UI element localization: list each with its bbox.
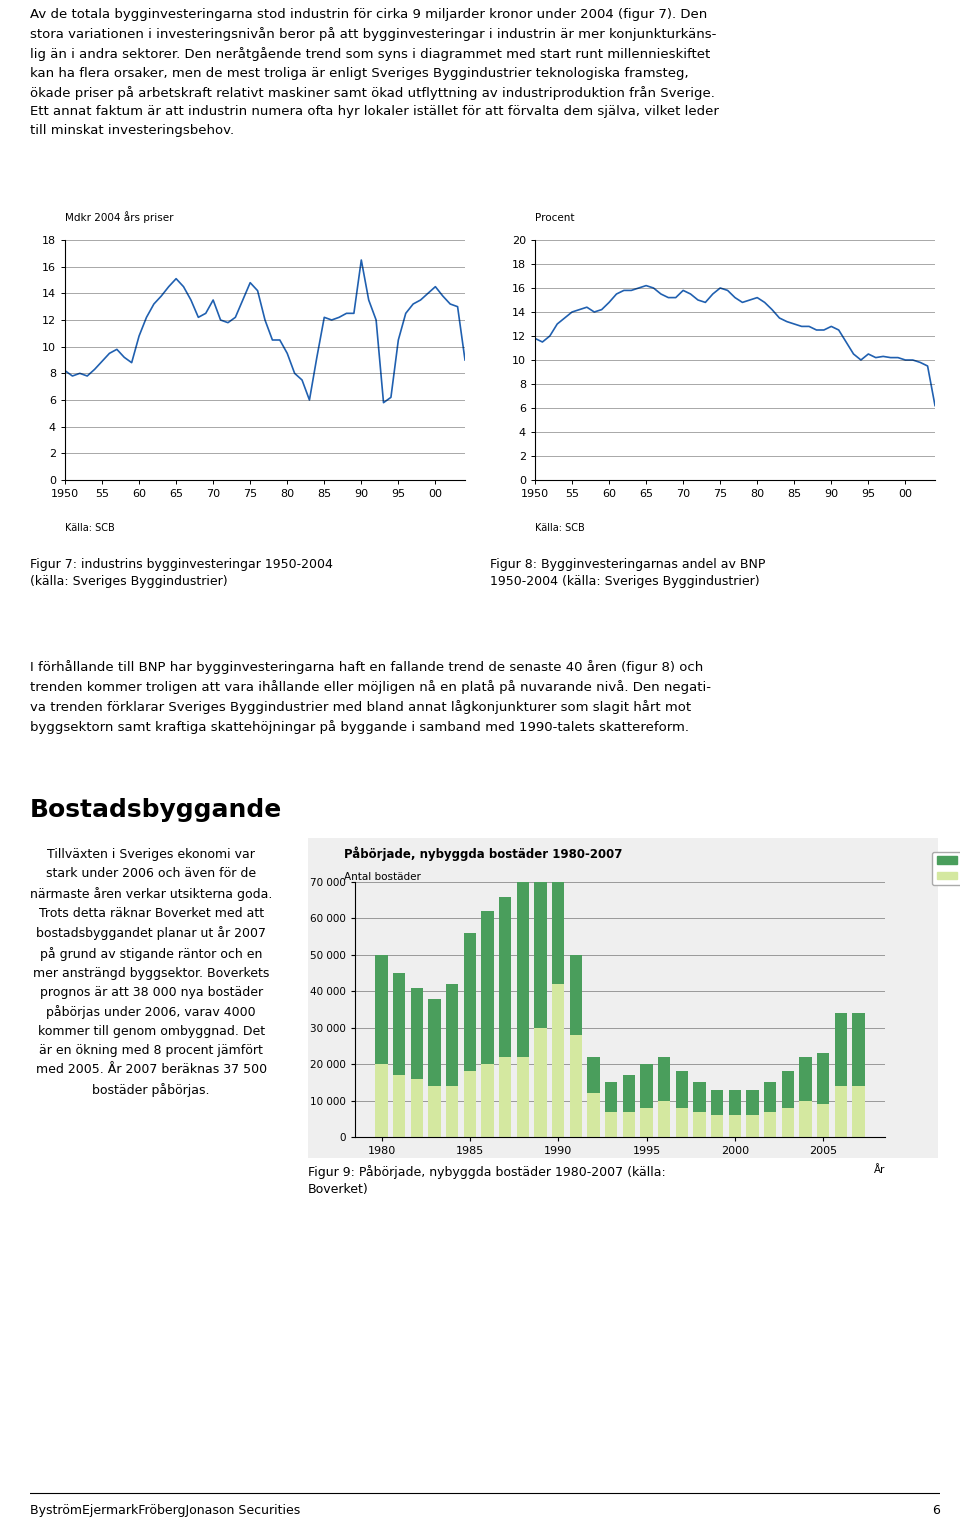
Bar (516, 1057, 529, 1138)
Text: Källa: SCB: Källa: SCB (535, 523, 585, 534)
Text: Källa: SCB: Källa: SCB (65, 523, 115, 534)
Bar (535, 827, 546, 1027)
Bar (640, 1064, 653, 1109)
Bar (428, 1086, 441, 1138)
Bar (375, 1064, 388, 1138)
Bar (569, 954, 582, 1035)
Text: Figur 7: industrins bygginvesteringar 1950-2004
(källa: Sveriges Byggindustrier): Figur 7: industrins bygginvesteringar 19… (30, 558, 333, 589)
Legend: Småhus, Flerbostadshus: Småhus, Flerbostadshus (932, 852, 960, 885)
Bar (746, 1115, 758, 1138)
Bar (499, 1057, 512, 1138)
Bar (588, 1093, 600, 1138)
Text: Figur 9: Påbörjade, nybyggda bostäder 1980-2007 (källa:
Boverket): Figur 9: Påbörjade, nybyggda bostäder 19… (308, 1165, 665, 1197)
Bar (764, 1083, 777, 1112)
Text: Tillväxten i Sveriges ekonomi var
stark under 2006 och även för de
närmaste åren: Tillväxten i Sveriges ekonomi var stark … (30, 849, 273, 1096)
Bar (411, 1079, 423, 1138)
Bar (746, 1090, 758, 1115)
Bar (605, 1083, 617, 1112)
Bar (375, 954, 388, 1064)
Bar (834, 1014, 847, 1086)
Bar (623, 1112, 635, 1138)
Bar (800, 1101, 812, 1138)
Bar (817, 1104, 829, 1138)
Bar (764, 1112, 777, 1138)
Bar (393, 1075, 405, 1138)
Bar (499, 896, 512, 1057)
Bar (852, 1014, 865, 1086)
Bar (658, 1057, 670, 1101)
Bar (693, 1112, 706, 1138)
Text: Procent: Procent (535, 213, 574, 223)
Text: År: År (874, 1165, 885, 1176)
Bar (658, 1101, 670, 1138)
Bar (852, 1086, 865, 1138)
Bar (623, 1075, 635, 1112)
Bar (605, 1112, 617, 1138)
Bar (464, 933, 476, 1072)
Bar (481, 911, 493, 1064)
Bar (411, 988, 423, 1079)
Bar (446, 985, 458, 1086)
Bar (834, 1086, 847, 1138)
Bar (781, 1109, 794, 1138)
Text: Mdkr 2004 års priser: Mdkr 2004 års priser (65, 211, 174, 223)
Bar (640, 1109, 653, 1138)
Text: ByströmEjermarkFröbergJonason Securities: ByströmEjermarkFröbergJonason Securities (30, 1505, 300, 1517)
Bar (676, 1109, 688, 1138)
Bar (516, 875, 529, 1057)
Bar (552, 882, 564, 985)
Bar (464, 1072, 476, 1138)
Text: Av de totala bygginvesteringarna stod industrin för cirka 9 miljarder kronor und: Av de totala bygginvesteringarna stod in… (30, 8, 719, 136)
Bar (588, 1057, 600, 1093)
Text: Antal bostäder: Antal bostäder (345, 872, 421, 882)
Bar (711, 1090, 723, 1115)
Bar (693, 1083, 706, 1112)
Bar (817, 1053, 829, 1104)
Bar (729, 1115, 741, 1138)
Bar (676, 1072, 688, 1109)
Bar (393, 972, 405, 1075)
Bar (569, 1035, 582, 1138)
Text: Bostadsbyggande: Bostadsbyggande (30, 798, 282, 823)
Text: I förhållande till BNP har bygginvesteringarna haft en fallande trend de senaste: I förhållande till BNP har bygginvesteri… (30, 661, 711, 734)
Bar (781, 1072, 794, 1109)
Bar (552, 985, 564, 1138)
Bar (535, 1027, 546, 1138)
Bar (711, 1115, 723, 1138)
Bar (428, 998, 441, 1086)
Bar (446, 1086, 458, 1138)
Bar (800, 1057, 812, 1101)
Bar (729, 1090, 741, 1115)
Bar (481, 1064, 493, 1138)
Text: Figur 8: Bygginvesteringarnas andel av BNP
1950-2004 (källa: Sveriges Byggindust: Figur 8: Bygginvesteringarnas andel av B… (490, 558, 765, 589)
Text: Påbörjade, nybyggda bostäder 1980-2007: Påbörjade, nybyggda bostäder 1980-2007 (345, 846, 623, 861)
Text: 6: 6 (932, 1505, 940, 1517)
